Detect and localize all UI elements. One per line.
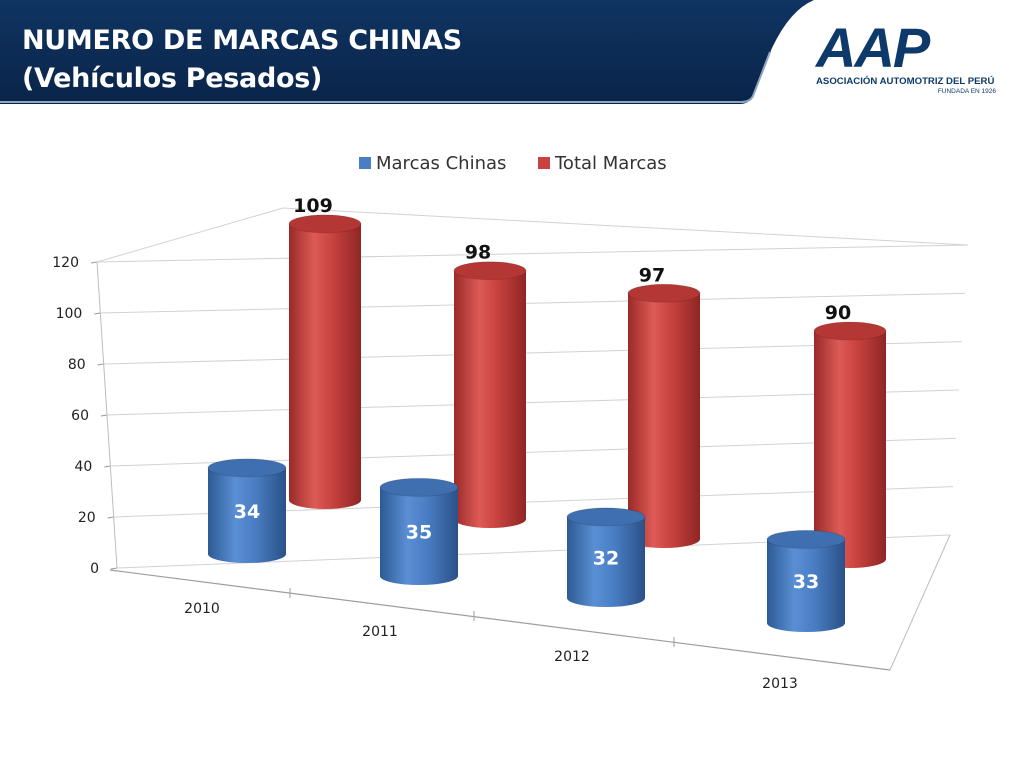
y-tick-mark xyxy=(110,567,118,570)
gridline xyxy=(100,292,966,314)
y-tick-mark xyxy=(90,261,98,264)
x-tick-label: 2011 xyxy=(362,624,398,640)
header-banner xyxy=(0,0,814,104)
blue-cylinder xyxy=(379,477,459,585)
red-cylinder-top xyxy=(288,214,362,234)
y-tick-label: 120 xyxy=(52,255,79,271)
data-label-total: 90 xyxy=(825,302,851,324)
x-axis-line xyxy=(109,569,891,671)
y-tick-mark xyxy=(94,312,101,315)
y-tick-mark xyxy=(100,414,108,417)
x-tick-label: 2010 xyxy=(184,601,220,617)
data-label-total: 109 xyxy=(293,195,333,217)
y-tick-label: 20 xyxy=(78,510,96,526)
blue-cylinder-top xyxy=(566,507,646,527)
blue-cylinder-body xyxy=(380,487,458,585)
blue-cylinder-body xyxy=(767,539,845,632)
y-tick-label: 40 xyxy=(75,459,93,475)
blue-cylinder-top xyxy=(379,477,459,497)
legend-swatch xyxy=(538,157,550,169)
y-tick-mark xyxy=(97,363,104,366)
blue-cylinder-top xyxy=(766,530,846,549)
red-cylinder xyxy=(288,214,362,509)
logo-name: ASOCIACIÓN AUTOMOTRIZ DEL PERÚ xyxy=(816,76,995,87)
aap-logo: AAP ASOCIACIÓN AUTOMOTRIZ DEL PERÚ FUNDA… xyxy=(816,16,996,96)
header-edge-line xyxy=(0,51,771,103)
gridline xyxy=(96,244,969,263)
red-cylinder xyxy=(813,321,887,568)
red-cylinder xyxy=(627,283,701,548)
data-label-total: 97 xyxy=(639,264,665,286)
y-tick-label: 100 xyxy=(56,306,83,322)
data-label-china: 32 xyxy=(593,547,619,569)
blue-cylinder-body xyxy=(208,467,286,563)
legend-swatch xyxy=(359,157,371,169)
title-line-2: (Vehículos Pesados) xyxy=(22,63,323,94)
legend-label: Marcas Chinas xyxy=(376,153,506,174)
y-tick-label: 60 xyxy=(71,408,89,424)
data-label-china: 35 xyxy=(406,522,432,544)
back-wall-edge xyxy=(96,207,284,263)
red-cylinder-body xyxy=(454,270,526,528)
red-cylinder-top xyxy=(813,321,887,341)
logo-founded: FUNDADA EN 1926 xyxy=(937,88,996,95)
y-tick-mark xyxy=(104,465,111,468)
red-cylinder-body xyxy=(628,293,700,548)
red-cylinder-top xyxy=(453,261,527,281)
x-tick-label: 2013 xyxy=(762,676,798,692)
blue-cylinder-body xyxy=(567,516,645,607)
x-tick-label: 2012 xyxy=(554,649,590,665)
red-cylinder-body xyxy=(289,223,361,509)
page-title: NUMERO DE MARCAS CHINAS (Vehículos Pesad… xyxy=(22,22,462,98)
red-cylinder-top xyxy=(627,283,701,303)
blue-cylinder xyxy=(766,530,846,632)
legend-label: Total Marcas xyxy=(554,153,667,174)
back-wall-edge xyxy=(282,207,969,246)
y-axis-line xyxy=(96,261,118,569)
blue-cylinder-top xyxy=(207,458,287,478)
y-tick-label: 80 xyxy=(68,357,86,373)
title-line-1: NUMERO DE MARCAS CHINAS xyxy=(22,25,462,56)
red-cylinder-body xyxy=(814,331,886,568)
data-label-china: 33 xyxy=(793,571,819,593)
logo-mark: AAP xyxy=(816,16,930,79)
blue-cylinder xyxy=(207,458,287,563)
header-shape xyxy=(0,0,814,104)
data-label-china: 34 xyxy=(234,501,260,523)
y-tick-mark xyxy=(107,516,114,519)
floor-right-edge xyxy=(889,534,951,671)
data-label-total: 98 xyxy=(465,242,491,264)
y-tick-label: 0 xyxy=(90,561,99,577)
red-cylinder xyxy=(453,261,527,528)
blue-cylinder xyxy=(566,507,646,607)
